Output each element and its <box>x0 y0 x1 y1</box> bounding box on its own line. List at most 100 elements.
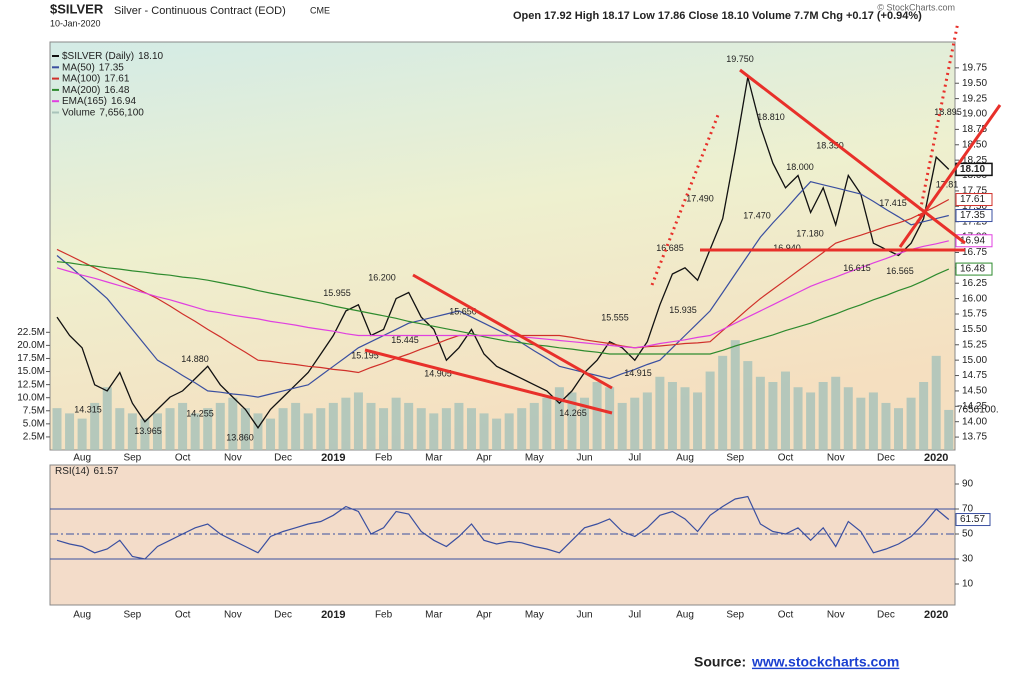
value-box-label: 16.94 <box>960 235 985 246</box>
trend-lines <box>364 21 1002 415</box>
x-tick-label: 2019 <box>321 452 345 464</box>
volume-bar <box>630 397 640 450</box>
x-tick-label: Oct <box>778 453 794 464</box>
price-annotation: 18.895 <box>934 107 962 117</box>
volume-bar <box>266 418 276 450</box>
y-tick-label: 90 <box>962 479 974 490</box>
volume-bar <box>793 387 803 450</box>
volume-bar <box>240 408 250 450</box>
y-tick-label: 19.75 <box>962 62 987 73</box>
volume-bar <box>806 392 816 450</box>
volume-bar <box>115 408 125 450</box>
volume-bar <box>379 408 389 450</box>
volume-last: 7656100. <box>957 405 999 416</box>
price-annotation: 14.255 <box>186 408 214 418</box>
volume-bar <box>127 413 137 450</box>
volume-bar <box>328 402 338 450</box>
y-tick-label: 18.50 <box>962 139 987 150</box>
price-annotation: 17.81 <box>936 180 959 190</box>
x-tick-label: Dec <box>274 610 292 621</box>
volume-bar <box>843 387 853 450</box>
y-tick-label: 19.25 <box>962 93 987 104</box>
volume-bar <box>228 397 238 450</box>
price-annotation: 18.000 <box>786 162 814 172</box>
x-tick-label: Mar <box>425 610 443 621</box>
volume-bar <box>580 397 590 450</box>
volume-bar <box>655 376 665 450</box>
volume-bar <box>517 408 527 450</box>
x-tick-label: Dec <box>877 453 895 464</box>
volume-bar <box>454 402 464 450</box>
price-annotation: 17.470 <box>743 211 771 221</box>
x-tick-label: Aug <box>676 610 694 621</box>
x-tick-label: Mar <box>425 453 443 464</box>
x-tick-label: Nov <box>827 453 845 464</box>
volume-bar <box>90 402 100 450</box>
y2-tick-label: 7.5M <box>23 405 45 416</box>
volume-bar <box>203 408 213 450</box>
volume-bar <box>366 402 376 450</box>
ma-line <box>56 240 949 349</box>
y2-tick-label: 15.0M <box>17 366 45 377</box>
y-tick-label: 14.75 <box>962 370 987 381</box>
volume-bar <box>755 376 765 450</box>
price-annotation: 17.490 <box>686 193 714 203</box>
y-tick-label: 15.75 <box>962 309 987 320</box>
volume-bar <box>881 402 891 450</box>
volume-bar <box>429 413 439 450</box>
y-tick-label: 30 <box>962 554 974 565</box>
legend-value: 16.94 <box>111 96 136 107</box>
rsi-name: RSI(14) <box>55 466 89 477</box>
x-tick-label: Oct <box>175 453 191 464</box>
x-tick-label: Jun <box>576 610 592 621</box>
volume-bar <box>165 408 175 450</box>
price-annotation: 18.810 <box>757 112 785 122</box>
volume-bar <box>479 413 489 450</box>
volume-bar <box>178 402 188 450</box>
volume-bar <box>341 397 351 450</box>
y-tick-label: 18.75 <box>962 124 987 135</box>
price-annotation: 14.315 <box>74 405 102 415</box>
legend-value: 18.10 <box>138 51 163 62</box>
volume-bar <box>831 376 841 450</box>
x-tick-label: 2019 <box>321 609 345 621</box>
y2-tick-label: 12.5M <box>17 379 45 390</box>
volume-bar <box>441 408 451 450</box>
legend-entry: MA(100) 17.61 <box>62 73 130 84</box>
source-link[interactable]: www.stockcharts.com <box>751 654 899 670</box>
legend-entry: MA(50) 17.35 <box>62 62 124 73</box>
price-annotation: 15.195 <box>351 351 379 361</box>
x-tick-label: Apr <box>476 610 492 621</box>
y-tick-label: 15.25 <box>962 339 987 350</box>
x-tick-label: Feb <box>375 610 393 621</box>
x-tick-label: Dec <box>274 453 292 464</box>
price-annotation: 15.555 <box>601 312 629 322</box>
x-tick-label: 2020 <box>924 452 948 464</box>
legend-value: 7,656,100 <box>99 107 144 118</box>
volume-bar <box>152 413 162 450</box>
legend-name: MA(200) <box>62 85 100 96</box>
y2-tick-label: 20.0M <box>17 340 45 351</box>
volume-bar <box>215 402 225 450</box>
y-tick-label: 15.00 <box>962 355 987 366</box>
volume-bar <box>667 382 677 450</box>
price-annotation: 15.935 <box>669 305 697 315</box>
y2-tick-label: 10.0M <box>17 392 45 403</box>
x-tick-label: 2020 <box>924 609 948 621</box>
legend-entry: MA(200) 16.48 <box>62 85 130 96</box>
volume-bar <box>102 387 112 450</box>
price-annotation: 19.750 <box>726 54 754 64</box>
x-tick-label: Jul <box>628 610 641 621</box>
legend-name: $SILVER (Daily) <box>62 51 134 62</box>
price-annotation: 15.955 <box>323 288 351 298</box>
volume-bar <box>303 413 313 450</box>
legend-value: 17.35 <box>99 62 124 73</box>
y-tick-label: 19.00 <box>962 109 987 120</box>
volume-bar <box>504 413 514 450</box>
price-annotation: 18.350 <box>816 140 844 150</box>
price-annotation: 15.445 <box>391 335 419 345</box>
volume-bar <box>718 355 728 450</box>
dotted-line <box>650 114 720 286</box>
ma-line <box>56 261 950 355</box>
volume-bar <box>554 387 564 450</box>
